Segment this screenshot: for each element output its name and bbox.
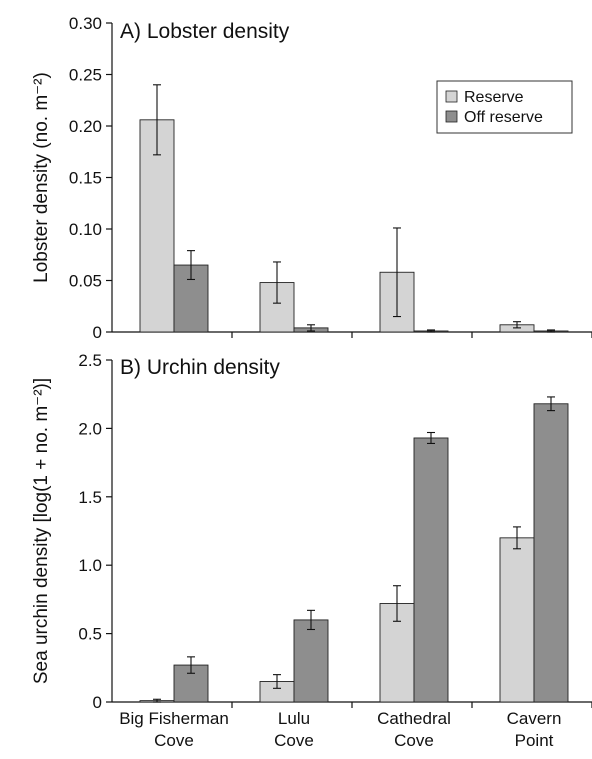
- x-category-label: Big Fisherman Cove: [119, 709, 229, 750]
- legend-swatch: [445, 90, 458, 103]
- y-tick-label: 0.05: [69, 272, 102, 291]
- x-category-label-line: Point: [515, 731, 554, 750]
- chart-panel-lobster: 0 0.05 0.10 0.15 0.20 0.25 0.30 Lobster density…: [31, 14, 592, 342]
- x-category-label-line: Cove: [274, 731, 314, 750]
- x-category-label-line: Cavern: [507, 709, 562, 728]
- x-category-label: Lulu Cove: [274, 709, 314, 750]
- panel-title: B) Urchin density: [120, 356, 280, 379]
- chart-panel-urchin: 0 0.5 1.0 1.5 2.0 2.5 Sea urchin density [log(…: [31, 351, 592, 750]
- x-category-label: Cavern Point: [507, 709, 562, 750]
- x-category-label-line: Lulu: [278, 709, 310, 728]
- y-tick-label: 0.10: [69, 220, 102, 239]
- y-tick-label: 0.5: [78, 625, 102, 644]
- panel-title: A) Lobster density: [120, 20, 290, 43]
- y-tick-label: 1.0: [78, 556, 102, 575]
- y-tick-label: 1.5: [78, 488, 102, 507]
- y-tick-label: 0.20: [69, 117, 102, 136]
- x-category-label-line: Big Fisherman: [119, 709, 229, 728]
- x-category-label-line: Cove: [154, 731, 194, 750]
- y-tick-label: 0.25: [69, 66, 102, 85]
- legend-swatch: [445, 110, 458, 123]
- y-axis-title: Lobster density (no. m⁻²): [31, 72, 52, 283]
- x-category-label: Cathedral Cove: [377, 709, 451, 750]
- legend-label: Reserve: [464, 89, 524, 106]
- bar-off-reserve: [533, 403, 569, 703]
- y-axis-title: Sea urchin density [log(1 + no. m⁻²)]: [31, 378, 52, 684]
- y-tick-label: 0: [93, 693, 102, 712]
- bar-off-reserve: [293, 619, 329, 703]
- legend-label: Off reserve: [464, 109, 543, 126]
- y-tick-label: 0.15: [69, 169, 102, 188]
- y-tick-label: 2.0: [78, 419, 102, 438]
- x-category-label-line: Cathedral: [377, 709, 451, 728]
- x-category-label-line: Cove: [394, 731, 434, 750]
- bar-off-reserve: [413, 437, 449, 703]
- y-tick-label: 0: [93, 323, 102, 342]
- y-tick-label: 0.30: [69, 14, 102, 33]
- legend-box: [436, 80, 573, 134]
- legend: Reserve Off reserve: [436, 80, 573, 134]
- y-tick-label: 2.5: [78, 351, 102, 370]
- bar-reserve: [499, 537, 535, 703]
